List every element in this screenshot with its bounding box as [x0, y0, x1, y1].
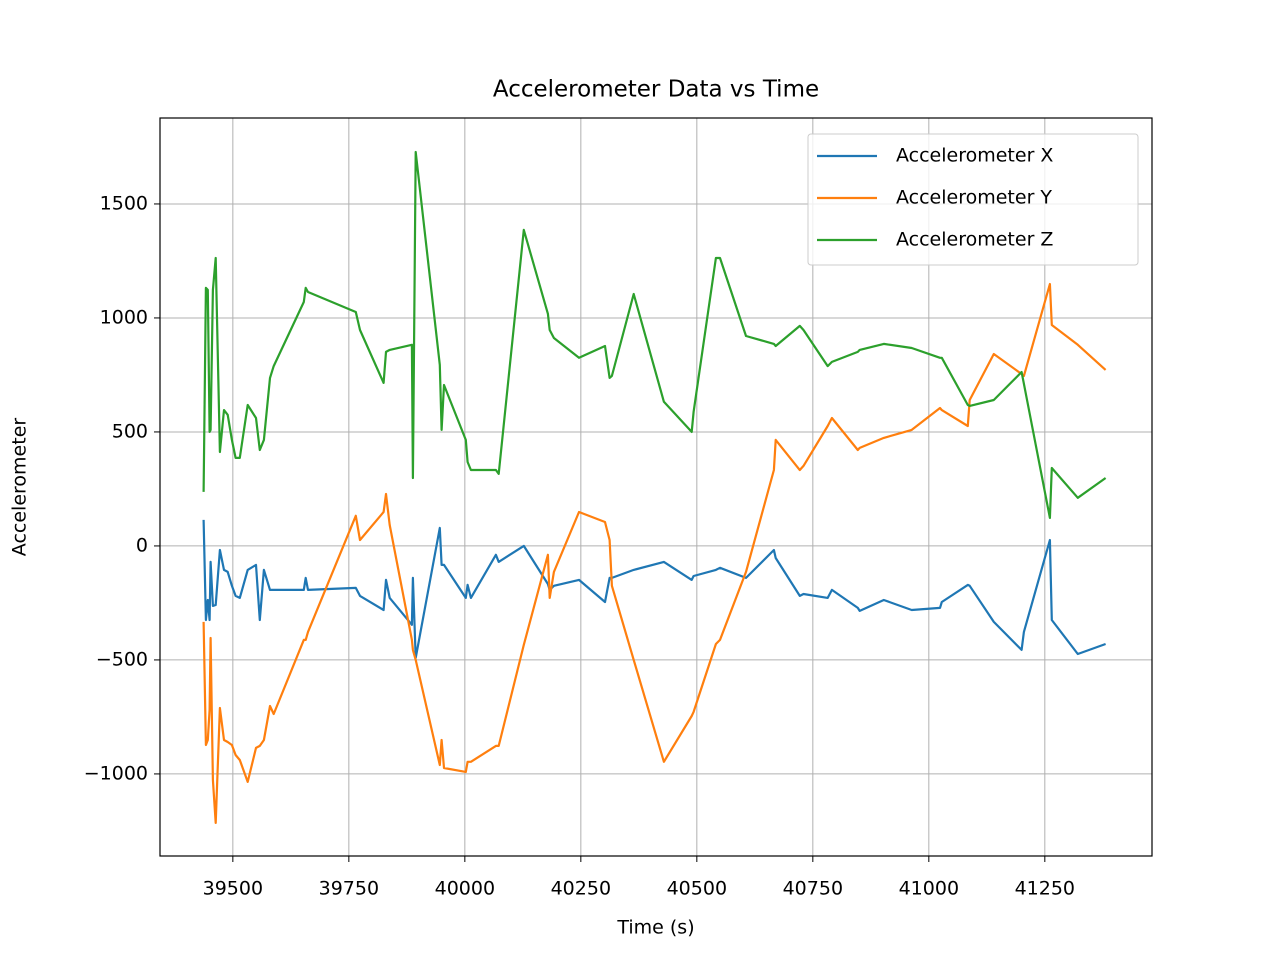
y-tick-label: −1000 [84, 762, 148, 784]
legend-label: Accelerometer X [896, 145, 1053, 167]
y-tick-label: 1000 [100, 306, 148, 328]
plot-frame [159, 117, 1153, 857]
y-tick-label: 1500 [100, 192, 148, 214]
data-line [202, 519, 1106, 659]
x-axis-label: Time (s) [616, 917, 694, 939]
legend-box [807, 133, 1139, 266]
y-axis-label: Accelerometer [9, 418, 31, 557]
x-tick-label: 40250 [551, 878, 611, 900]
y-tick-label: 500 [112, 420, 148, 442]
legend-label: Accelerometer Z [896, 229, 1053, 251]
x-tick-label: 40750 [783, 878, 843, 900]
data-line [202, 282, 1107, 824]
x-tick-label: 39500 [203, 878, 263, 900]
x-tick-label: 39750 [319, 878, 379, 900]
data-line [202, 150, 1107, 519]
chart-title: Accelerometer Data vs Time [493, 77, 819, 103]
x-tick-label: 41000 [899, 878, 959, 900]
y-tick-label: −500 [96, 648, 148, 670]
x-tick-label: 41250 [1015, 878, 1075, 900]
y-tick-label: 0 [136, 534, 148, 556]
legend-label: Accelerometer Y [896, 187, 1052, 209]
x-tick-label: 40000 [435, 878, 495, 900]
x-tick-label: 40500 [667, 878, 727, 900]
